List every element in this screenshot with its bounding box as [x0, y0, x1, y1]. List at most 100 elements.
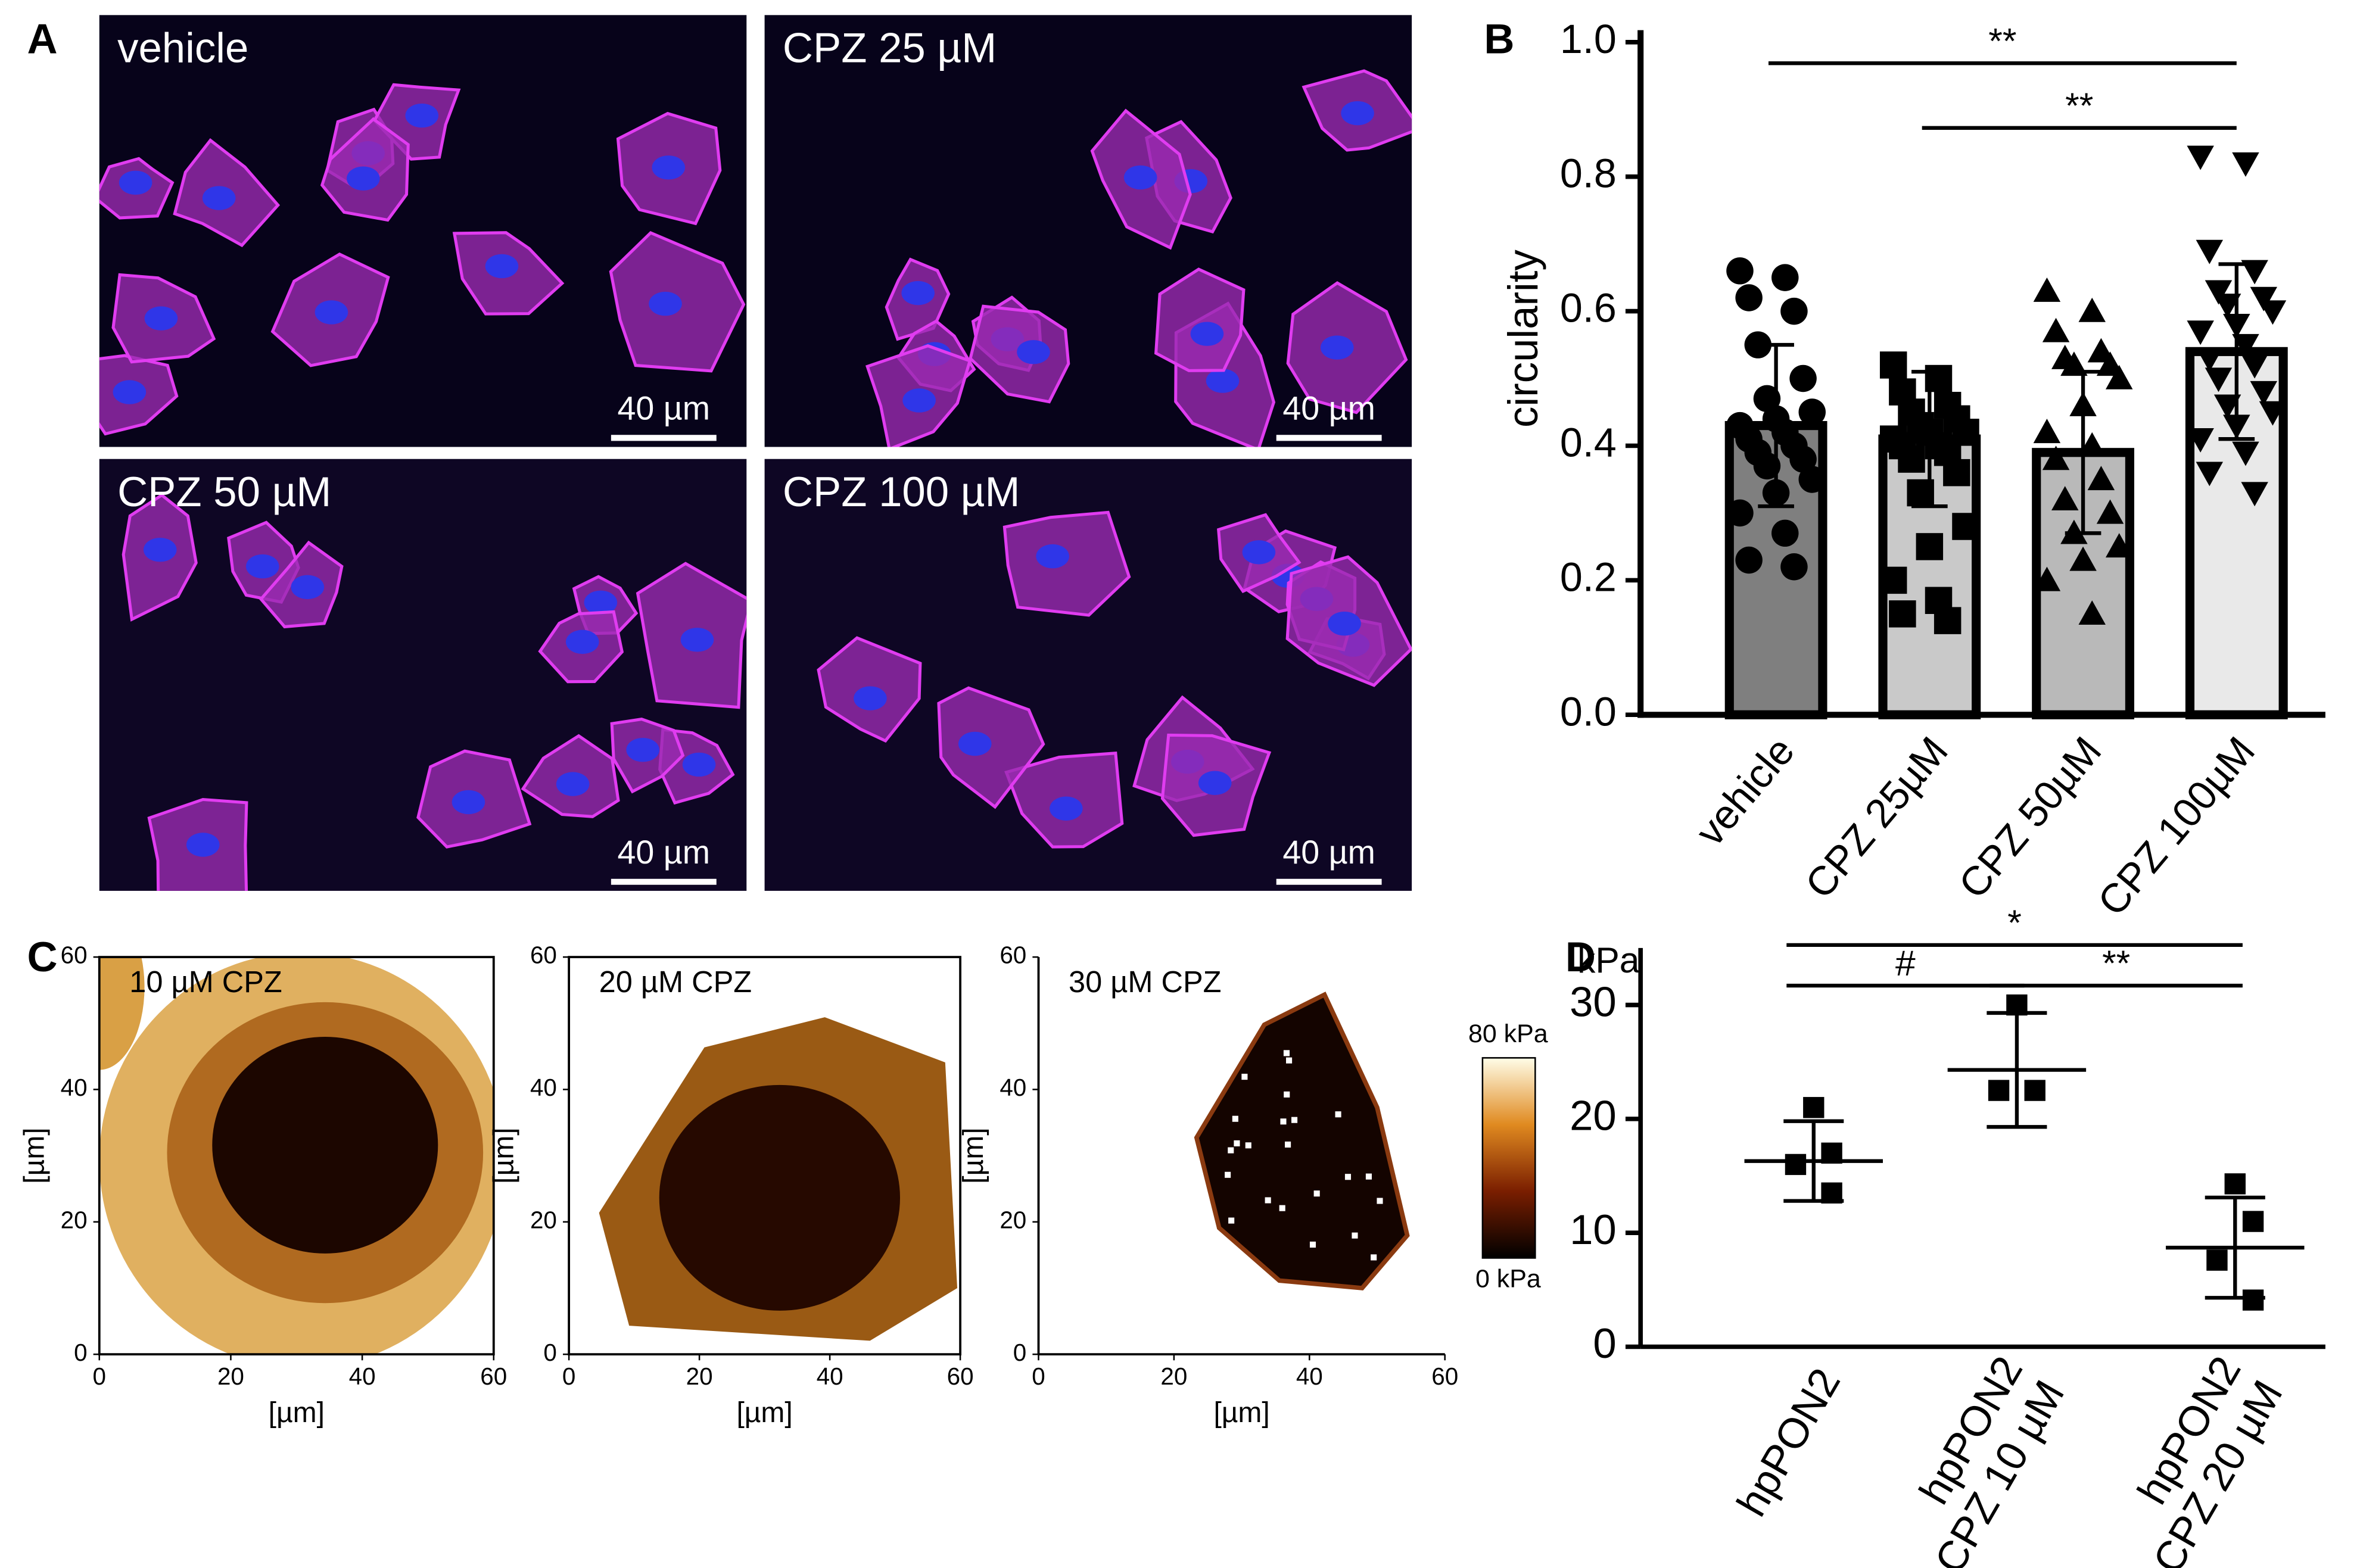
x-tick-label: 40 — [817, 1363, 843, 1390]
point — [2224, 1173, 2246, 1195]
map-cell — [1194, 992, 1410, 1290]
heatmap-chart: 0 20 40 60 0 20 40 60 [µm] [µm] 20 µM CPZ — [488, 942, 974, 1429]
y-tick-label: 0.8 — [1560, 151, 1617, 197]
point — [1735, 284, 1763, 311]
cells — [99, 83, 746, 436]
map-speckle — [1284, 1091, 1290, 1098]
x-axis-label: [µm] — [736, 1397, 792, 1429]
point — [1780, 297, 1808, 325]
nucleus — [901, 280, 935, 306]
point — [2078, 297, 2106, 322]
point — [2033, 277, 2061, 302]
cell — [1002, 510, 1131, 617]
point — [2196, 239, 2224, 264]
nucleus — [584, 590, 618, 615]
point — [1771, 519, 1799, 547]
point — [2241, 354, 2268, 379]
point — [1789, 445, 1817, 473]
nucleus — [1198, 771, 1232, 795]
map-annotation: 30 µM CPZ — [1069, 965, 1221, 999]
nucleus — [1017, 339, 1050, 364]
nucleus — [854, 686, 887, 710]
y-tick-label: 10 — [1570, 1206, 1617, 1253]
point — [1803, 1097, 1825, 1118]
micrograph: CPZ 100 µM 40 µm — [764, 459, 1412, 891]
y-axis-label: kPa — [1577, 940, 1640, 980]
point — [2259, 300, 2287, 325]
map-speckle — [1232, 1115, 1238, 1122]
map-speckle — [1228, 1147, 1234, 1154]
point — [2241, 482, 2268, 507]
point — [2205, 367, 2233, 392]
nucleus — [202, 186, 236, 210]
point — [2187, 428, 2214, 453]
point — [2242, 1211, 2264, 1232]
y-tick-label: 40 — [1000, 1074, 1026, 1101]
point — [1785, 1154, 1807, 1176]
stiffness-map — [599, 1017, 958, 1341]
point — [1753, 452, 1781, 480]
x-tick-label: 20 — [1160, 1363, 1187, 1390]
point — [2250, 286, 2278, 311]
map-speckle — [1245, 1142, 1251, 1149]
y-tick-label: 0.4 — [1560, 420, 1617, 465]
nucleus — [649, 291, 682, 316]
point — [2105, 364, 2133, 389]
y-tick-label: 20 — [530, 1206, 557, 1233]
map-core — [659, 1084, 901, 1311]
significance-label: ** — [2102, 943, 2130, 983]
map-speckle — [1285, 1141, 1291, 1148]
point — [1762, 479, 1790, 507]
point — [2096, 499, 2124, 524]
micrograph: vehicle 40 µm — [99, 15, 747, 447]
point — [1780, 553, 1808, 581]
y-tick-label: 0.6 — [1560, 286, 1617, 331]
significance-label: ** — [2065, 85, 2093, 126]
micrograph-label: vehicle — [117, 24, 248, 71]
map-annotation: 20 µM CPZ — [599, 965, 752, 999]
y-tick-label: 20 — [1570, 1092, 1617, 1139]
y-axis-label: circularity — [1499, 250, 1546, 428]
map-speckle — [1335, 1111, 1341, 1118]
map-speckle — [1280, 1118, 1287, 1125]
y-tick-label: 60 — [61, 942, 88, 969]
nucleus — [291, 575, 325, 600]
map-speckle — [1309, 1241, 1316, 1248]
x-tick-label: 20 — [217, 1363, 244, 1390]
error-bar — [2205, 1195, 2265, 1300]
nucleus — [680, 628, 714, 652]
y-axis-label: [µm] — [488, 1127, 520, 1183]
y-tick-label: 20 — [61, 1206, 88, 1233]
point — [1898, 445, 1925, 473]
colorbar-label: 0 kPa — [1475, 1265, 1541, 1293]
point — [2223, 313, 2250, 338]
point — [1907, 479, 1934, 507]
y-tick-label: 40 — [530, 1074, 557, 1101]
scale-bar-label: 40 µm — [1282, 390, 1375, 427]
y-tick-label: 0 — [1013, 1339, 1026, 1366]
map-speckle — [1283, 1050, 1290, 1056]
y-axis-label: [µm] — [958, 1127, 989, 1183]
nucleus — [1341, 101, 1374, 126]
map-speckle — [1372, 1049, 1379, 1056]
nucleus — [1328, 611, 1361, 636]
point — [2042, 445, 2070, 470]
point — [2060, 351, 2088, 376]
point — [2232, 441, 2259, 466]
map-speckle — [1371, 1254, 1377, 1261]
y-tick-label: 0.0 — [1560, 689, 1617, 734]
x-tick-label: 40 — [349, 1363, 376, 1390]
point — [2232, 152, 2259, 177]
x-tick-label: hpPON2 — [1727, 1360, 1849, 1524]
cell — [1154, 267, 1246, 372]
x-tick-label: 60 — [947, 1363, 974, 1390]
point — [2187, 145, 2214, 170]
point — [1943, 459, 1970, 487]
y-tick-label: 0 — [1593, 1320, 1616, 1367]
cell — [147, 797, 248, 891]
y-tick-label: 20 — [1000, 1206, 1026, 1233]
map-speckle — [1291, 1117, 1298, 1123]
y-axis-label: [µm] — [18, 1127, 50, 1183]
nucleus — [556, 772, 590, 796]
x-tick-label: 40 — [1296, 1363, 1323, 1390]
